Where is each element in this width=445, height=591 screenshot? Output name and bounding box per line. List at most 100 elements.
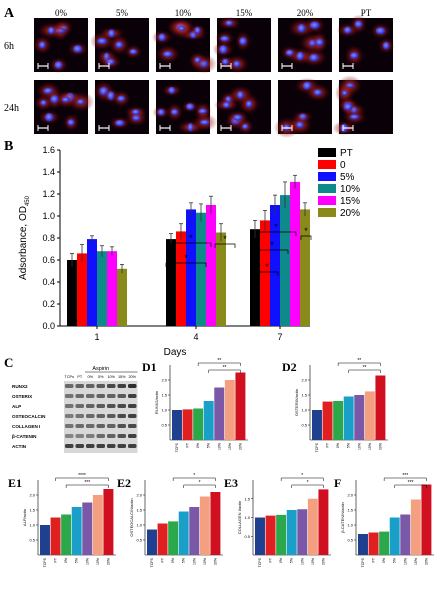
blot-band [96,384,105,388]
significance-bracket [255,271,279,276]
significance-mark: * [270,240,274,250]
cell-nucleus [61,96,70,103]
y-tick-label: 2.0 [301,378,307,383]
legend-swatch [318,172,336,181]
bar [354,395,365,440]
bar [265,515,276,555]
bar [50,517,61,555]
bar [375,375,386,440]
significance-mark: * [193,473,195,479]
y-axis-label: β-CATENIN/actin [340,502,345,532]
blot-label: ALP [12,404,21,409]
y-tick-label: 0.5 [161,423,167,428]
cell-nucleus [106,58,115,66]
blot-band [96,414,105,418]
cell-nucleus [168,86,176,94]
micrograph [213,80,271,135]
bar [193,408,204,440]
blot-band [117,444,126,448]
bar [318,489,329,555]
y-tick-label: 2.0 [29,493,35,498]
bar [421,484,432,555]
cell-nucleus [220,35,230,42]
cell-nucleus [115,41,124,49]
bar [40,525,50,555]
bar [280,195,290,326]
blot-band [117,434,126,438]
chart-d1: D1 0.5 1.0 1.5 2.0 RUNX2/actin TCPS PT 0% 5% 10% 15… [142,358,248,452]
cell-nucleus [187,123,194,132]
y-tick-label: 1.0 [347,523,353,528]
legend-label: PT [340,148,353,159]
lane-label: 15% [118,375,126,379]
cell-nucleus [382,41,390,50]
y-tick-label: 1.0 [301,408,307,413]
x-tick-label: 0% [64,558,68,563]
y-tick-label: 1.5 [29,508,35,513]
significance-bracket [280,477,324,481]
x-tick-label: TCPS [150,557,154,567]
significance-mark: * [199,480,201,486]
x-tick-label: 20% [321,558,325,565]
column-label: PT [361,8,372,18]
x-tick-label: PT [372,557,376,562]
blot-band [107,444,116,448]
y-axis-label-subscript: 450 [25,195,31,206]
x-axis-label: Days [164,347,187,358]
significance-mark: ** [217,358,221,364]
cell-nucleus [157,108,165,116]
bar [214,387,225,440]
cell-nucleus [44,112,54,122]
blot-band [86,434,95,438]
blot-band [107,434,116,438]
cell-nucleus [108,29,116,38]
lane-label: 20% [128,375,136,379]
y-tick-label: 1.5 [347,508,353,513]
x-tick-label: 5% [290,558,294,563]
y-tick-label: 0.4 [42,277,55,287]
blot-band [96,404,105,408]
y-tick-label: 2.0 [347,493,353,498]
cell-nucleus [233,60,241,68]
micrograph [152,80,218,135]
blot-band [96,424,105,428]
panel-letter: F [334,476,341,490]
significance-mark: ** [223,365,227,371]
y-tick-label: 0.8 [42,233,55,243]
bar [182,409,193,440]
bar [312,410,322,440]
bar [67,260,77,326]
cell-nucleus [341,90,348,96]
blot-band [107,424,116,428]
blot-label: OSTERIX [12,394,33,399]
x-tick-label: 5% [347,443,351,448]
significance-mark: *** [402,473,408,479]
bar [147,529,157,555]
significance-bracket [394,484,427,488]
blot-band [96,434,105,438]
bar [77,253,87,326]
significance-bracket [214,243,236,248]
bar [297,509,308,555]
blot-band [107,384,116,388]
cell-nucleus [222,101,231,109]
cell-nucleus [170,108,179,116]
aspirin-header: Aspirin [92,366,109,372]
significance-mark: * [189,233,193,243]
significance-bracket [291,484,324,488]
bar [206,205,216,326]
column-label: 0% [55,8,68,18]
cell-nucleus [129,49,138,55]
x-tick-label: 5% [393,558,397,563]
x-tick-label: 10% [300,558,304,565]
micrograph [32,18,89,74]
y-tick-label: 0.5 [347,538,353,543]
micrograph [278,16,332,72]
x-tick-label: 15% [203,558,207,565]
bar [82,502,93,555]
blot-band [75,444,84,448]
lane-label: TCPs [65,375,75,379]
significance-mark: * [265,262,269,272]
significance-bracket [255,231,297,236]
